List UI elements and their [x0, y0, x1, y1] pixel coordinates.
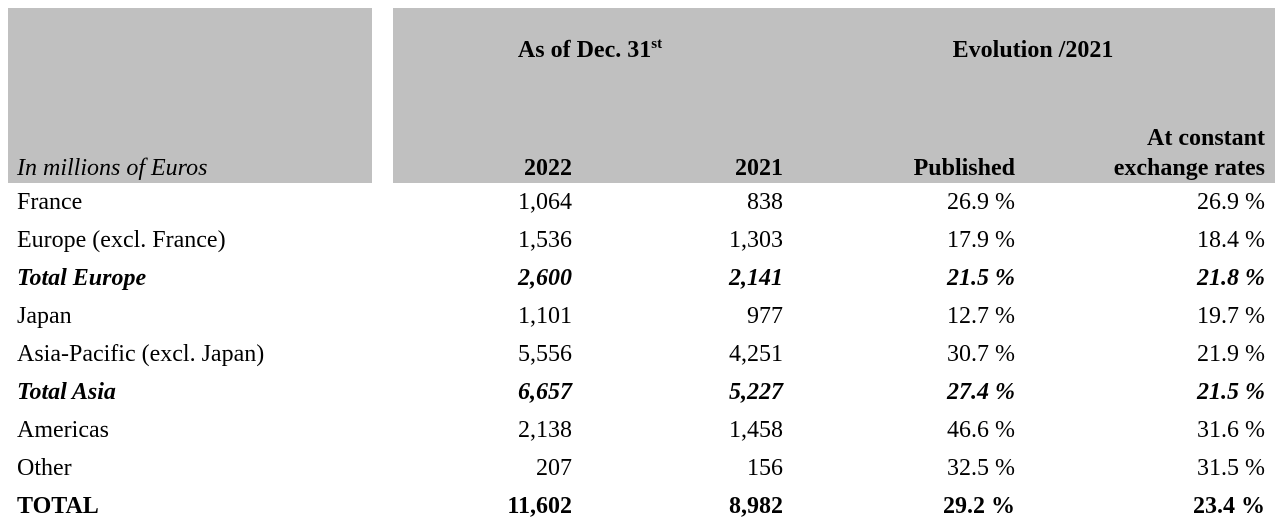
cell: 21.9 % — [1197, 341, 1265, 367]
cell: 6,657 — [518, 379, 572, 405]
cell: 31.6 % — [1197, 417, 1265, 443]
column-header: 2022 — [524, 155, 572, 181]
unit-label: In millions of Euros — [17, 155, 208, 181]
cell: 1,458 — [729, 417, 783, 443]
row-label: Total Europe — [17, 265, 147, 291]
cell: 1,536 — [518, 227, 572, 253]
header-bg — [393, 8, 1275, 183]
cell: 12.7 % — [947, 303, 1015, 329]
cell: 23.4 % — [1193, 493, 1265, 519]
cell: 5,227 — [729, 379, 783, 405]
cell: 156 — [747, 455, 783, 481]
cell: 17.9 % — [947, 227, 1015, 253]
cell: 21.5 % — [947, 265, 1015, 291]
column-header: exchange rates — [1113, 155, 1265, 181]
cell: 26.9 % — [947, 189, 1015, 215]
group-header: Evolution /2021 — [952, 37, 1114, 63]
cell: 2,141 — [729, 265, 783, 291]
cell: 26.9 % — [1197, 189, 1265, 215]
cell: 19.7 % — [1197, 303, 1265, 329]
row-label: Total Asia — [17, 379, 116, 405]
cell: 27.4 % — [947, 379, 1015, 405]
cell: 21.8 % — [1197, 265, 1265, 291]
column-header: Published — [913, 155, 1015, 181]
row-label: Japan — [17, 303, 72, 329]
cell: 2,138 — [518, 417, 572, 443]
group-header-sup: st — [651, 36, 663, 52]
group-header: As of Dec. 31st — [440, 36, 740, 64]
row-label: France — [17, 189, 83, 215]
cell: 2,600 — [518, 265, 572, 291]
column-header: At constant — [1147, 125, 1265, 151]
cell: 1,303 — [729, 227, 783, 253]
cell: 32.5 % — [947, 455, 1015, 481]
cell: 18.4 % — [1197, 227, 1265, 253]
cell: 838 — [747, 189, 783, 215]
cell: 5,556 — [518, 341, 572, 367]
group-header-text: As of Dec. 31 — [517, 37, 652, 63]
cell: 21.5 % — [1197, 379, 1265, 405]
cell: 977 — [747, 303, 783, 329]
cell: 11,602 — [507, 493, 572, 519]
cell: 8,982 — [729, 493, 783, 519]
row-label: Americas — [17, 417, 109, 443]
column-header: 2021 — [735, 155, 783, 181]
row-label: Other — [17, 455, 72, 481]
cell: 4,251 — [729, 341, 783, 367]
cell: 207 — [536, 455, 572, 481]
row-label: Asia-Pacific (excl. Japan) — [17, 341, 265, 367]
cell: 1,064 — [518, 189, 572, 215]
cell: 1,101 — [518, 303, 572, 329]
cell: 46.6 % — [947, 417, 1015, 443]
cell: 29.2 % — [943, 493, 1015, 519]
header-bg — [8, 8, 372, 183]
row-label: TOTAL — [17, 493, 99, 519]
cell: 31.5 % — [1197, 455, 1265, 481]
cell: 30.7 % — [947, 341, 1015, 367]
row-label: Europe (excl. France) — [17, 227, 226, 253]
